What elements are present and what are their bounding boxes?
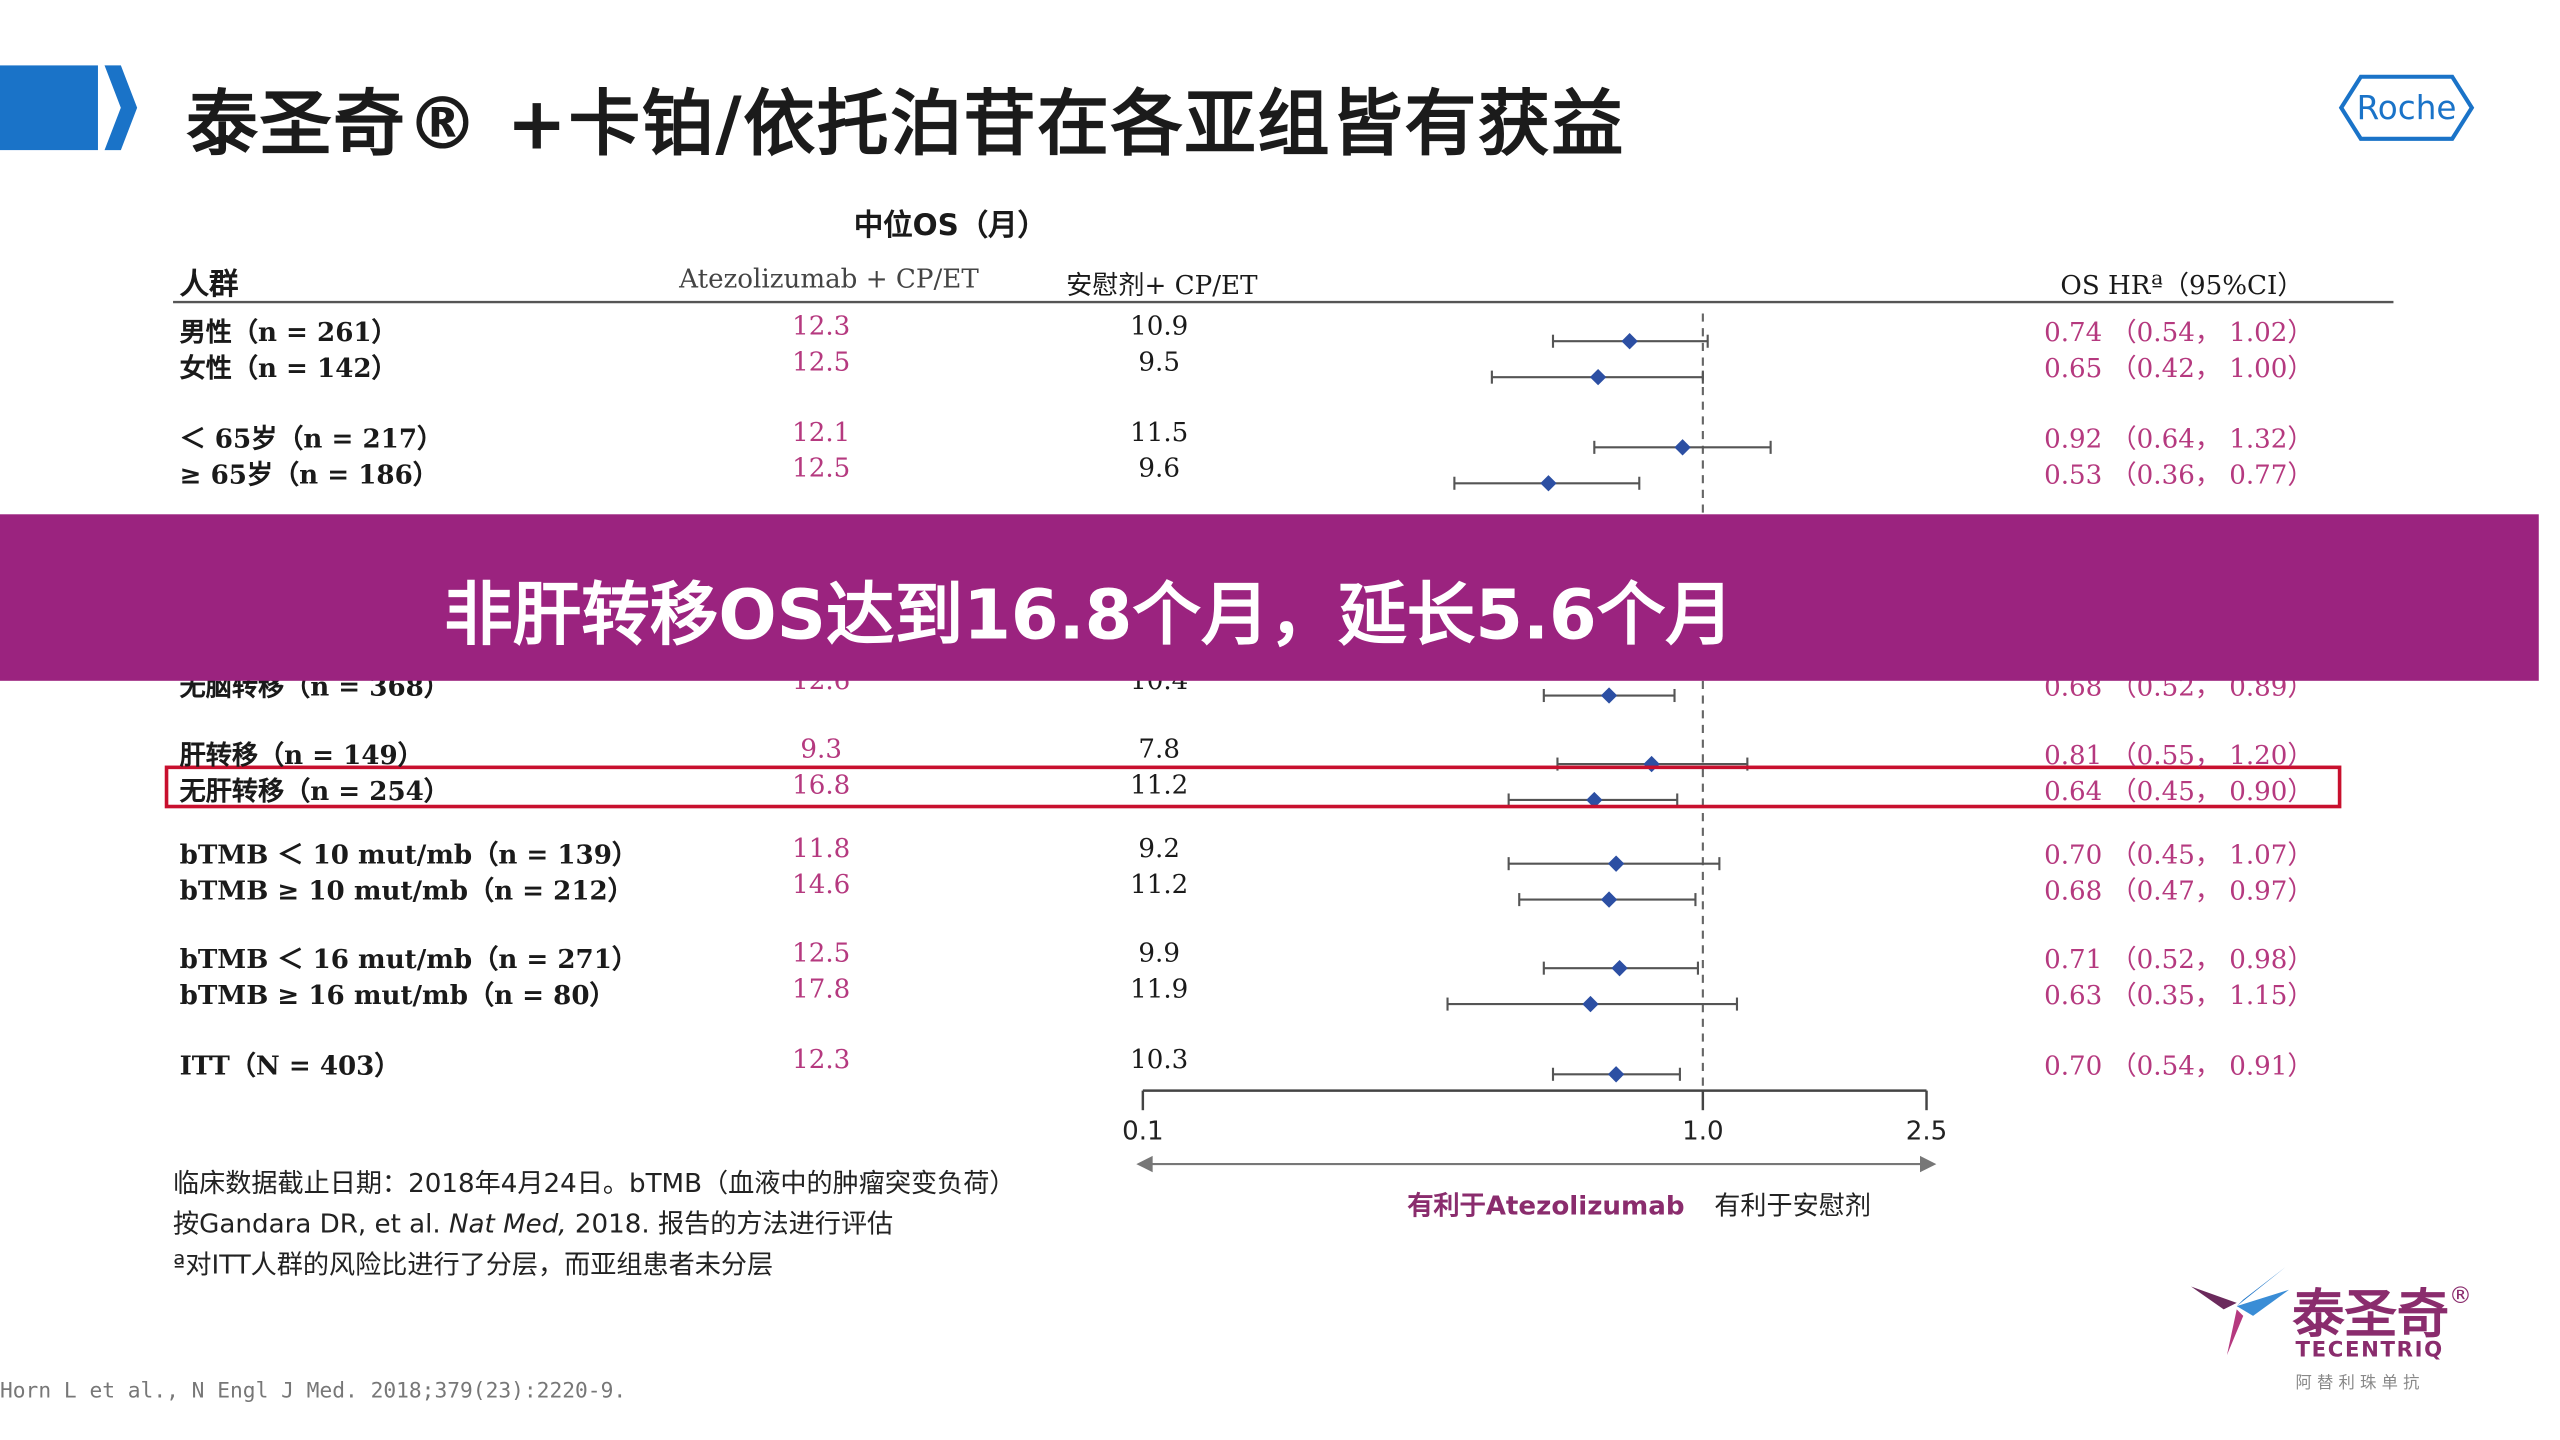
row-6-hr-marker — [1607, 855, 1625, 872]
favor-arrow-right — [1919, 1155, 1937, 1173]
highlight-banner — [0, 514, 2539, 681]
row-0-hr-ci: 0.74 （0.54， 1.02） — [2044, 316, 2314, 348]
row-8-label: bTMB ＜ 16 mut/mb（n = 271） — [179, 943, 639, 975]
footnote-stratification: ª对ITT人群的风险比进行了分层，而亚组患者未分层 — [173, 1248, 774, 1280]
row-4-hr-marker — [1643, 755, 1660, 773]
row-7-label: bTMB ≥ 10 mut/mb（n = 212） — [179, 875, 634, 907]
row-1-label: 女性（n = 142） — [179, 352, 398, 384]
brand-english: TECENTRIQ — [2295, 1338, 2444, 1364]
row-4-placebo-median: 7.8 — [1138, 733, 1180, 765]
row-4-hr-ci: 0.81 （0.55， 1.20） — [2044, 739, 2314, 771]
row-1-placebo-median: 9.5 — [1138, 346, 1180, 378]
row-7-hr-ci: 0.68 （0.47， 0.97） — [2044, 875, 2314, 907]
row-0-placebo-median: 10.9 — [1130, 310, 1189, 342]
footnote-method-pre: 按Gandara DR, et al. — [173, 1208, 450, 1240]
row-3-placebo-median: 9.6 — [1138, 452, 1180, 484]
hr-column-header: OS HRª（95%CI） — [2060, 269, 2304, 301]
row-2-label: ＜ 65岁（n = 217） — [179, 422, 444, 454]
favor-arrow-left — [1136, 1155, 1153, 1173]
favors-atezolizumab-label: 有利于Atezolizumab — [1407, 1190, 1685, 1222]
row-7-placebo-median: 11.2 — [1130, 868, 1189, 900]
row-0-label: 男性（n = 261） — [179, 316, 398, 348]
placebo-column-header: 安慰剂+ CP/ET — [1066, 269, 1258, 301]
row-9-placebo-median: 11.9 — [1130, 973, 1189, 1005]
row-5-label: 无肝转移（n = 254） — [179, 775, 450, 807]
row-1-hr-ci: 0.65 （0.42， 1.00） — [2044, 352, 2314, 384]
row-10-label: ITT（N = 403） — [179, 1049, 401, 1081]
row-2-hr-marker — [1674, 439, 1691, 456]
median-os-header: 中位OS（月） — [853, 208, 1047, 244]
row-0-atezo-median: 12.3 — [792, 310, 851, 342]
x-axis-tick-label: 0.1 — [1122, 1117, 1164, 1147]
header-accent-bar — [0, 65, 138, 151]
row-1-hr-marker — [1589, 368, 1607, 386]
footnote-cutoff: 临床数据截止日期：2018年4月24日。bTMB（血液中的肿瘤突变负荷） — [173, 1167, 1016, 1199]
row-9-hr-marker — [1582, 995, 1599, 1013]
row-9-hr-ci: 0.63 （0.35， 1.15） — [2044, 979, 2314, 1011]
banner-text: 非肝转移OS达到16.8个月，延长5.6个月 — [444, 574, 1734, 655]
x-axis-tick-label: 2.5 — [1906, 1117, 1948, 1147]
row-5-hr-ci: 0.64 （0.45， 0.90） — [2044, 775, 2314, 807]
footnote-method-post: 2018. 报告的方法进行评估 — [566, 1208, 894, 1240]
roche-logo-text: Roche — [2357, 89, 2457, 127]
atezo-column-header: Atezolizumab + CP/ET — [679, 262, 979, 294]
population-header: 人群 — [179, 267, 239, 303]
row-8-atezo-median: 12.5 — [792, 937, 851, 969]
row-9-label: bTMB ≥ 16 mut/mb（n = 80） — [179, 979, 616, 1011]
row-10-hr-ci: 0.70 （0.54， 0.91） — [2044, 1049, 2314, 1081]
footnote-method-journal: Nat Med, — [449, 1208, 567, 1240]
tecentriq-star-logo — [2191, 1266, 2289, 1356]
row-3-label: ≥ 65岁（n = 186） — [179, 458, 439, 490]
slide-title: 泰圣奇® +卡铂/依托泊苷在各亚组皆有获益 — [186, 83, 1625, 167]
row-3-hr-marker — [1540, 475, 1557, 492]
favors-placebo-label: 有利于安慰剂 — [1714, 1190, 1872, 1222]
row-10-placebo-median: 10.3 — [1130, 1043, 1189, 1075]
row-8-placebo-median: 9.9 — [1138, 937, 1180, 969]
row-5-atezo-median: 16.8 — [792, 768, 851, 800]
row-8-hr-marker — [1611, 959, 1628, 977]
row-6-atezo-median: 11.8 — [792, 832, 851, 864]
roche-logo: Roche — [2338, 74, 2475, 141]
row-3-atezo-median: 12.5 — [792, 452, 851, 484]
row-6-placebo-median: 9.2 — [1138, 832, 1180, 864]
row-4-label: 肝转移（n = 149） — [179, 739, 424, 771]
row-4-atezo-median: 9.3 — [800, 733, 842, 765]
row-9-atezo-median: 17.8 — [792, 973, 851, 1005]
brand-subtitle: 阿 替 利 珠 单 抗 — [2295, 1374, 2420, 1393]
row-3-hr-ci: 0.53 （0.36， 0.77） — [2044, 458, 2314, 490]
footnote-method: 按Gandara DR, et al. Nat Med, 2018. 报告的方法… — [173, 1202, 893, 1241]
row-5-hr-marker — [1586, 791, 1603, 809]
row-1-atezo-median: 12.5 — [792, 346, 851, 378]
x-axis-tick-label: 1.0 — [1682, 1117, 1724, 1147]
brand-chinese: 泰圣奇 — [2292, 1283, 2450, 1346]
row-2-hr-ci: 0.92 （0.64， 1.32） — [2044, 422, 2314, 454]
row-5-placebo-median: 11.2 — [1130, 768, 1189, 800]
row-no-brain-metastasis-hr-marker — [1600, 687, 1618, 704]
row-10-atezo-median: 12.3 — [792, 1043, 851, 1075]
row-7-hr-marker — [1600, 891, 1618, 908]
row-10-hr-marker — [1607, 1066, 1625, 1083]
brand-registered: ® — [2448, 1283, 2472, 1310]
row-2-atezo-median: 12.1 — [792, 416, 851, 448]
row-6-label: bTMB ＜ 10 mut/mb（n = 139） — [179, 839, 639, 871]
row-2-placebo-median: 11.5 — [1130, 416, 1189, 448]
row-0-hr-marker — [1621, 333, 1638, 350]
row-8-hr-ci: 0.71 （0.52， 0.98） — [2044, 943, 2314, 975]
highlight-box-no-liver-metastasis — [164, 765, 2342, 809]
row-7-atezo-median: 14.6 — [792, 868, 851, 900]
row-6-hr-ci: 0.70 （0.45， 1.07） — [2044, 839, 2314, 871]
citation: Horn L et al., N Engl J Med. 2018;379(23… — [0, 1379, 627, 1405]
